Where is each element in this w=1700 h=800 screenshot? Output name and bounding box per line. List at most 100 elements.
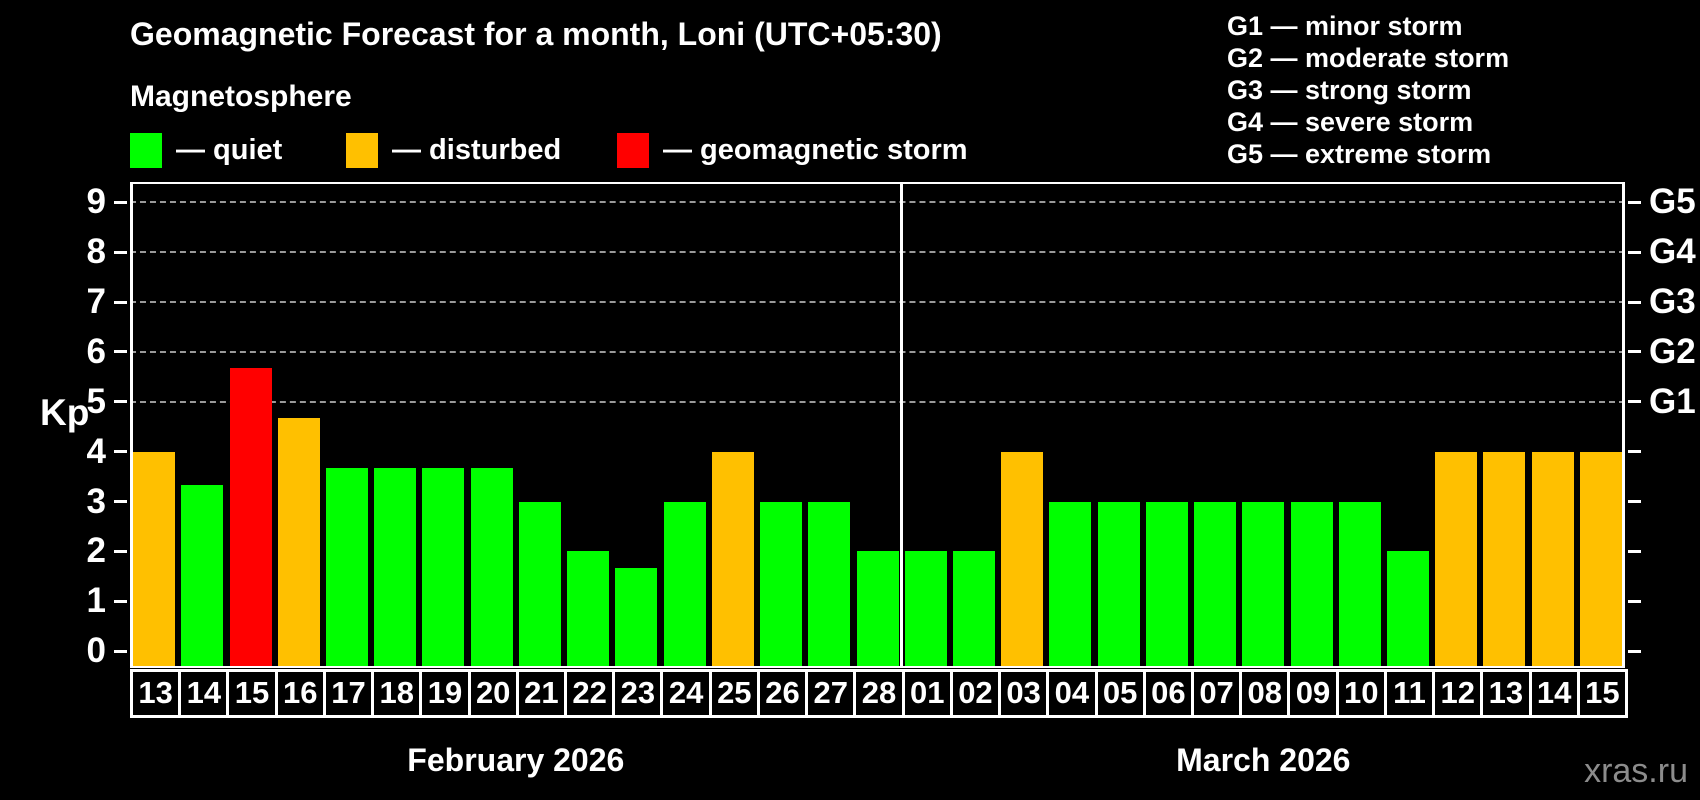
y-tick-left [114, 350, 127, 354]
quiet-swatch-icon [130, 132, 162, 168]
date-cell: 02 [949, 669, 1002, 718]
date-cell: 03 [998, 669, 1050, 718]
date-cell: 27 [805, 669, 857, 718]
gridline-kp8 [130, 251, 1625, 254]
kp-bar [1386, 551, 1429, 668]
date-cell: 10 [1335, 669, 1387, 718]
axis-top [130, 182, 1625, 184]
y-tick-left [114, 649, 127, 653]
month-label: March 2026 [1176, 742, 1351, 778]
y-tick-right [1628, 200, 1641, 204]
kp-bar [904, 551, 947, 668]
y-tick-right [1628, 250, 1641, 254]
storm-swatch-icon [617, 132, 649, 168]
storm-scale-legend: G1 — minor storm G2 — moderate storm G3 — … [1227, 10, 1509, 170]
kp-bar [1338, 501, 1381, 668]
kp-bar [422, 468, 465, 668]
date-cell: 13 [130, 669, 182, 718]
kp-bar [856, 551, 899, 668]
disturbed-swatch-icon [346, 132, 378, 168]
axis-left [130, 182, 133, 668]
date-cell: 01 [901, 669, 953, 718]
date-cell: 20 [467, 669, 519, 718]
subtitle-magnetosphere: Magnetosphere [130, 80, 352, 113]
date-cell: 28 [853, 669, 905, 718]
date-cell: 11 [1383, 669, 1436, 718]
date-cell: 15 [226, 669, 278, 718]
kp-bar [711, 451, 754, 668]
legend-item-quiet: — quiet [130, 132, 282, 168]
date-cell: 13 [1480, 669, 1532, 718]
y-tick-label: 8 [86, 232, 106, 272]
y-tick-label: 6 [86, 331, 106, 371]
y-tick-label: 1 [86, 581, 106, 621]
date-cell: 12 [1432, 669, 1484, 718]
y-tick-right [1628, 500, 1641, 503]
kp-bar [1483, 451, 1526, 668]
y-tick-right [1628, 549, 1641, 553]
gridline-kp9 [130, 201, 1625, 204]
date-cell: 15 [1576, 669, 1628, 718]
kp-bar [181, 485, 224, 668]
date-cell: 07 [1190, 669, 1243, 718]
date-cell: 18 [371, 669, 423, 718]
g-scale-label-g4: G4 [1649, 232, 1696, 272]
storm-scale-line-3: G3 — strong storm [1227, 75, 1472, 105]
y-tick-right [1628, 350, 1641, 354]
kp-bar [663, 501, 706, 668]
y-tick-right [1628, 400, 1641, 404]
month-separator-line [900, 182, 904, 668]
kp-bar [615, 567, 658, 668]
y-tick-label: 7 [86, 282, 106, 322]
date-cell: 26 [756, 669, 809, 718]
axis-bottom [130, 666, 1625, 668]
date-cell: 19 [419, 669, 471, 718]
y-tick-label: 4 [86, 431, 106, 471]
g-scale-label-g3: G3 [1649, 282, 1696, 322]
kp-bar [1049, 501, 1092, 668]
kp-bar [808, 501, 851, 668]
legend-label-disturbed: — disturbed [392, 133, 562, 166]
y-tick-left [114, 300, 127, 304]
month-label: February 2026 [407, 742, 625, 778]
date-cell: 21 [515, 669, 568, 718]
kp-bar [567, 551, 610, 668]
date-cell: 14 [178, 669, 230, 718]
storm-scale-line-4: G4 — severe storm [1227, 107, 1474, 137]
g-scale-label-g2: G2 [1649, 331, 1696, 371]
kp-bar [518, 501, 561, 668]
date-cell: 16 [274, 669, 326, 718]
kp-bar [1435, 451, 1478, 668]
kp-bar [952, 551, 995, 668]
date-cell: 24 [660, 669, 712, 718]
date-cell: 25 [708, 669, 760, 718]
storm-scale-line-2: G2 — moderate storm [1227, 43, 1510, 73]
date-cell: 17 [322, 669, 375, 718]
kp-bar [1097, 501, 1140, 668]
date-cell: 06 [1142, 669, 1194, 718]
y-tick-right [1628, 300, 1641, 304]
date-cell: 08 [1239, 669, 1291, 718]
y-tick-label: 2 [86, 531, 106, 571]
storm-scale-line-5: G5 — extreme storm [1227, 139, 1492, 169]
y-tick-label: 5 [86, 381, 106, 421]
y-tick-right [1628, 450, 1641, 454]
gridline-kp6 [130, 350, 1625, 353]
legend-label-quiet: — quiet [176, 133, 283, 166]
kp-bar [1145, 501, 1188, 668]
legend-item-storm: — geomagnetic storm [617, 132, 968, 168]
axis-right [1622, 182, 1625, 668]
kp-bar [374, 468, 417, 668]
kp-bar [1242, 501, 1285, 668]
g-scale-label-g1: G1 [1649, 381, 1696, 421]
y-tick-right [1628, 649, 1641, 653]
y-tick-left [114, 500, 127, 503]
page-title: Geomagnetic Forecast for a month, Loni (… [130, 16, 942, 52]
y-axis-title: Kp [40, 392, 90, 433]
date-cell: 05 [1094, 669, 1146, 718]
kp-bar [1290, 501, 1333, 668]
date-cell: 22 [564, 669, 616, 718]
y-tick-left [114, 400, 127, 404]
kp-bar [1194, 501, 1237, 668]
